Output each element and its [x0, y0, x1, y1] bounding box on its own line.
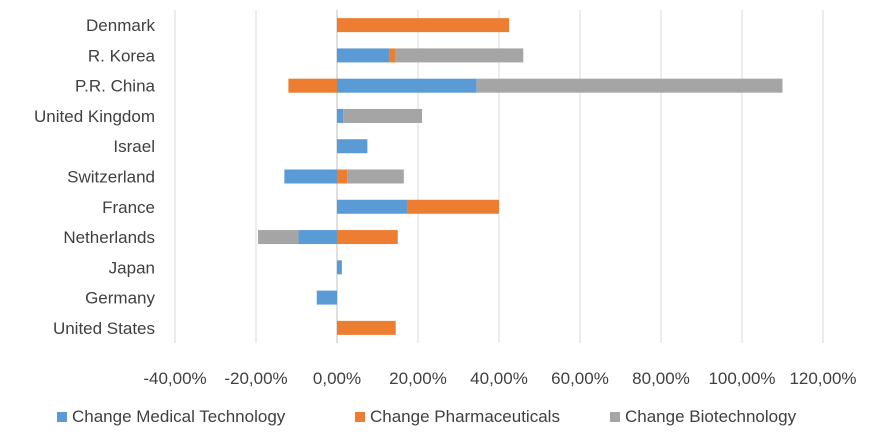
- x-tick-label: 20,00%: [389, 369, 447, 388]
- bar-netherlands-series-1: [337, 230, 398, 245]
- x-tick-label: 100,00%: [708, 369, 775, 388]
- bar-france-series-0: [337, 199, 408, 214]
- bar-united-kingdom-series-2: [343, 108, 423, 123]
- legend-label: Change Pharmaceuticals: [370, 407, 560, 426]
- bar-france-series-1: [407, 199, 499, 214]
- bar-united-states-series-1: [337, 320, 396, 335]
- category-label: Germany: [85, 289, 155, 308]
- bar-netherlands-series-2: [258, 230, 299, 245]
- bar-germany-series-0: [316, 290, 337, 305]
- bar-netherlands-series-0: [298, 230, 337, 245]
- category-label: Switzerland: [67, 168, 155, 187]
- bar-p-r-china-series-0: [337, 78, 477, 93]
- category-label: France: [102, 198, 155, 217]
- bar-r-korea-series-1: [389, 48, 396, 63]
- category-label: United States: [53, 319, 155, 338]
- bar-switzerland-series-2: [347, 169, 404, 184]
- x-tick-label: -40,00%: [143, 369, 206, 388]
- x-tick-label: 120,00%: [789, 369, 856, 388]
- bar-p-r-china-series-2: [476, 78, 783, 93]
- legend-label: Change Biotechnology: [625, 407, 797, 426]
- category-label: Israel: [113, 137, 155, 156]
- bar-switzerland-series-1: [337, 169, 348, 184]
- category-labels: Denmark R. Korea P.R. China United Kingdom I…: [34, 16, 156, 338]
- legend-swatch: [57, 412, 67, 422]
- x-tick-label: 0,00%: [313, 369, 361, 388]
- bar-p-r-china-series-1: [288, 78, 337, 93]
- category-label: R. Korea: [88, 46, 156, 65]
- category-label: United Kingdom: [34, 107, 155, 126]
- x-axis-tick-labels: -40,00% -20,00% 0,00% 20,00% 40,00% 60,00% 80,…: [143, 369, 856, 388]
- bar-japan-series-0: [337, 260, 342, 275]
- bar-denmark-series-1: [337, 18, 510, 33]
- legend-swatch: [355, 412, 365, 422]
- category-label: Denmark: [86, 16, 155, 35]
- legend-swatch: [610, 412, 620, 422]
- bar-r-korea-series-0: [337, 48, 390, 63]
- legend: Change Medical Technology Change Pharmace…: [57, 407, 797, 426]
- x-tick-label: 80,00%: [632, 369, 690, 388]
- bars: [258, 18, 783, 335]
- x-tick-label: 60,00%: [551, 369, 609, 388]
- category-label: Netherlands: [63, 228, 155, 247]
- bar-switzerland-series-0: [284, 169, 337, 184]
- bar-israel-series-0: [337, 139, 368, 154]
- bar-united-kingdom-series-0: [337, 108, 344, 123]
- gridlines: [174, 10, 824, 343]
- x-tick-label: -20,00%: [224, 369, 287, 388]
- category-label: Japan: [109, 258, 155, 277]
- category-label: P.R. China: [75, 77, 156, 96]
- x-tick-label: 40,00%: [470, 369, 528, 388]
- bar-r-korea-series-2: [395, 48, 524, 63]
- legend-label: Change Medical Technology: [72, 407, 286, 426]
